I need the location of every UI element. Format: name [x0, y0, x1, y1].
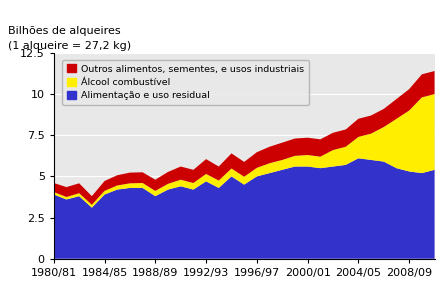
Text: (1 alqueire = 27,2 kg): (1 alqueire = 27,2 kg)	[8, 41, 131, 51]
Text: Bilhões de alqueires: Bilhões de alqueires	[8, 26, 121, 36]
Legend: Outros alimentos, sementes, e usos industriais, Álcool combustível, Alimentação : Outros alimentos, sementes, e usos indus…	[62, 60, 309, 105]
